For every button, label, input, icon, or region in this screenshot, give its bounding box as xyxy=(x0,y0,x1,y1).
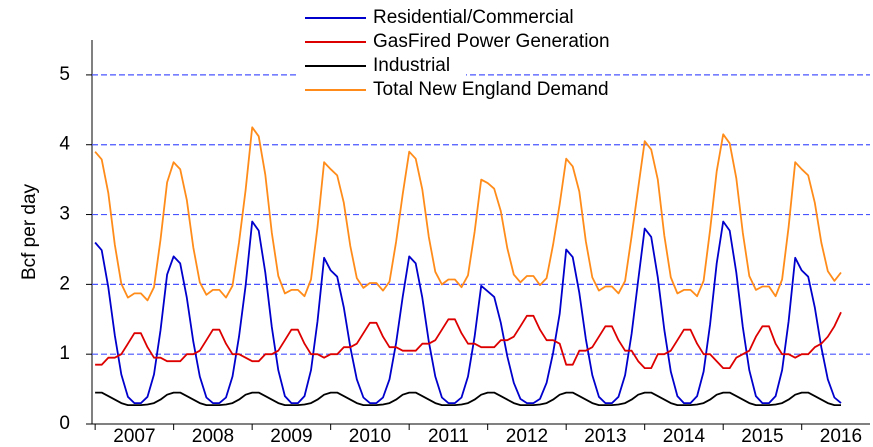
series-line xyxy=(95,391,841,406)
x-tick-label: 2011 xyxy=(428,426,469,447)
series-line xyxy=(94,220,842,404)
y-tick-label: 5 xyxy=(59,64,70,85)
series-line xyxy=(94,126,842,302)
y-axis-label: Bcf per day xyxy=(19,183,40,280)
x-tick-label: 2007 xyxy=(113,426,155,447)
y-tick-label: 3 xyxy=(59,204,70,225)
legend-label: Industrial xyxy=(373,55,450,76)
legend-background xyxy=(298,4,466,102)
y-tick-label: 1 xyxy=(59,343,70,364)
x-tick-label: 2010 xyxy=(349,426,391,447)
ticks: 0 1 2 3 4 5 2007 2008 2009 2010 2011 2012 2013 2014 20… xyxy=(59,64,862,447)
x-tick-label: 2015 xyxy=(741,426,783,447)
y-tick-label: 0 xyxy=(59,413,70,434)
legend: Residential/Commercial GasFired Power Gen… xyxy=(305,7,610,100)
legend-label: Residential/Commercial xyxy=(373,7,574,28)
x-tick-label: 2009 xyxy=(270,426,312,447)
legend-label: GasFired Power Generation xyxy=(373,31,610,52)
grid xyxy=(92,74,870,355)
x-tick-label: 2012 xyxy=(506,426,548,447)
y-tick-label: 4 xyxy=(59,134,70,155)
legend-label: Total New England Demand xyxy=(373,79,609,100)
x-tick-label: 2013 xyxy=(584,426,626,447)
series-line xyxy=(95,311,842,369)
x-tick-label: 2014 xyxy=(663,426,706,447)
x-tick-label: 2008 xyxy=(192,426,234,447)
y-tick-label: 2 xyxy=(59,273,70,294)
x-tick-label: 2016 xyxy=(820,426,862,447)
lines xyxy=(94,126,842,406)
